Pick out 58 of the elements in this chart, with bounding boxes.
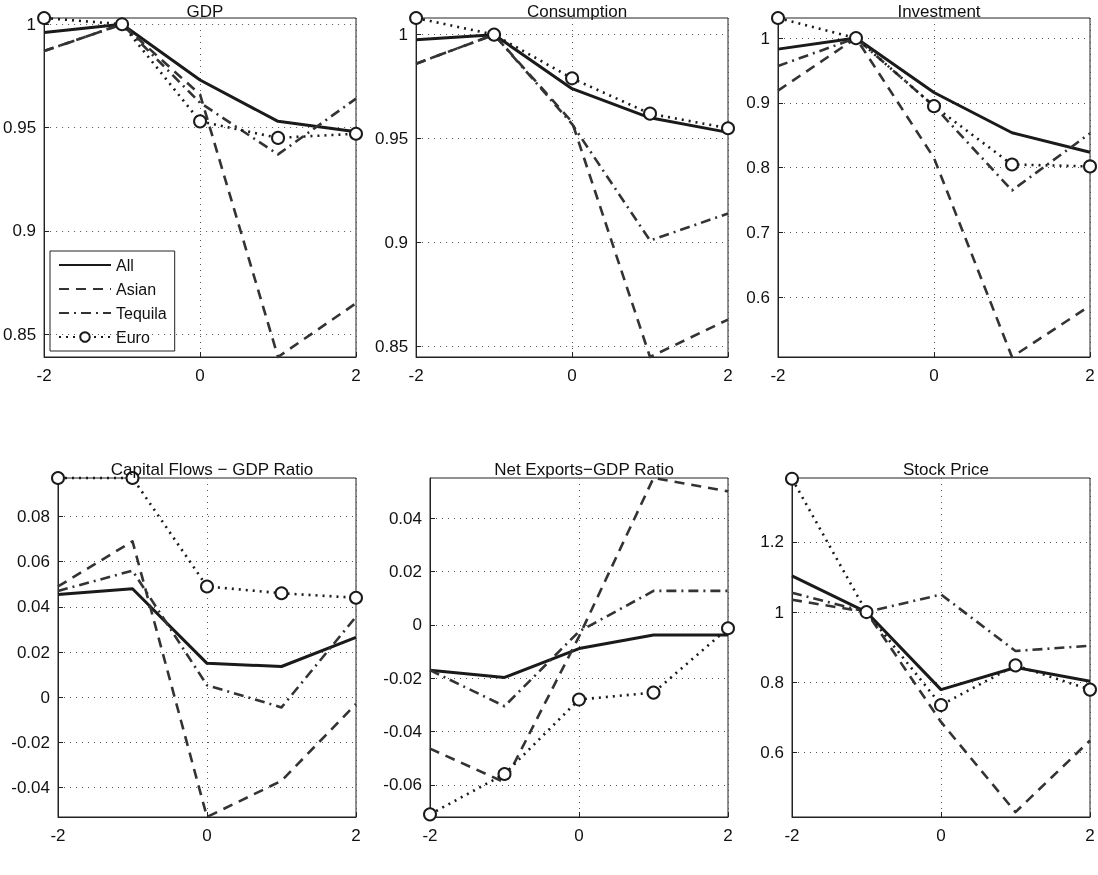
legend-label: All	[116, 256, 134, 274]
y-tick-label: 1	[398, 25, 409, 45]
x-tick-label: 2	[1085, 826, 1095, 845]
x-tick-label: -2	[784, 826, 800, 845]
legend-label: Asian	[116, 280, 157, 298]
y-tick-label: 0.9	[746, 93, 770, 113]
y-tick-label: -0.02	[383, 668, 422, 688]
y-tick-label: 0.02	[388, 561, 422, 581]
y-tick-label: 0.6	[746, 287, 770, 307]
y-tick-label: 0.6	[760, 742, 784, 762]
x-tick-label: 2	[723, 366, 733, 385]
chart-title: GDP	[186, 2, 224, 21]
y-tick-label: 0.08	[16, 506, 50, 526]
y-tick-label: 1.2	[760, 532, 784, 552]
chart-title: Capital Flows − GDP Ratio	[110, 460, 314, 479]
legend-label: Tequila	[116, 304, 167, 322]
x-tick-label: 2	[1085, 366, 1095, 385]
y-tick-label: 0.95	[2, 118, 37, 138]
y-tick-label: 0.9	[384, 233, 409, 253]
x-tick-label: 0	[202, 826, 212, 845]
y-tick-label: 0.7	[746, 223, 770, 243]
y-tick-label: 0.04	[388, 508, 422, 528]
x-tick-label: 2	[351, 366, 361, 385]
chart-title: Net Exports−GDP Ratio	[494, 460, 674, 479]
x-tick-label: -2	[36, 366, 52, 385]
y-tick-label: 0.85	[374, 337, 409, 357]
x-tick-label: 0	[195, 366, 205, 385]
y-tick-label: 0.8	[746, 158, 770, 178]
y-tick-label: 0	[40, 687, 50, 707]
y-tick-label: 1	[774, 602, 784, 622]
x-tick-label: 0	[574, 826, 584, 845]
y-tick-label: -0.04	[11, 778, 50, 798]
y-tick-label: 1	[26, 14, 37, 34]
y-tick-label: 0.02	[16, 642, 50, 662]
chart-title: Investment	[897, 2, 981, 21]
y-tick-label: 0.8	[760, 672, 784, 692]
x-tick-label: 2	[351, 826, 361, 845]
x-tick-label: 2	[723, 826, 733, 845]
y-tick-label: 0.06	[16, 552, 50, 572]
y-tick-label: -0.04	[383, 722, 422, 742]
x-tick-label: 0	[936, 826, 946, 845]
y-tick-label: 0.85	[2, 324, 37, 344]
x-tick-label: 0	[929, 366, 939, 385]
y-tick-label: -0.06	[383, 775, 422, 795]
legend-label: Euro	[116, 328, 150, 346]
y-tick-label: 0	[412, 615, 422, 635]
y-tick-label: -0.02	[11, 732, 50, 752]
y-tick-label: 1	[760, 28, 770, 48]
x-tick-label: 0	[567, 366, 577, 385]
y-tick-label: 0.9	[12, 221, 37, 241]
chart-title: Stock Price	[903, 460, 989, 479]
x-tick-label: -2	[770, 366, 786, 385]
x-tick-label: -2	[408, 366, 424, 385]
x-tick-label: -2	[422, 826, 438, 845]
y-tick-label: 0.04	[16, 597, 50, 617]
y-tick-label: 0.95	[374, 129, 409, 149]
x-tick-label: -2	[50, 826, 66, 845]
chart-title: Consumption	[526, 2, 628, 21]
